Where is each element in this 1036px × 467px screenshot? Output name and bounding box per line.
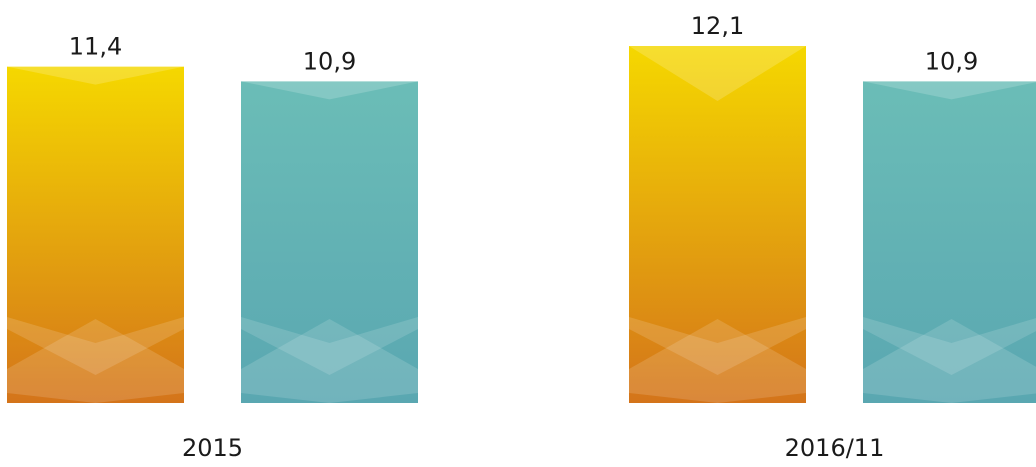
bar-decoration-band [241, 317, 418, 375]
category-label-1: 2016/11 [785, 434, 885, 462]
value-labels-group: 11,4 10,9 12,1 10,9 [69, 12, 978, 75]
bar-decoration-band [629, 317, 806, 375]
category-label-0: 2015 [182, 434, 243, 462]
bar-1-0 [629, 46, 806, 403]
bar-decoration-top [241, 81, 418, 100]
value-label-1-0: 12,1 [691, 12, 744, 40]
bar-decoration-band [863, 319, 1036, 403]
bar-fill [7, 66, 184, 403]
bar-decoration-band [629, 319, 806, 403]
value-label-0-0: 11,4 [69, 33, 122, 61]
bar-decoration-top [863, 81, 1036, 100]
bar-fill [629, 46, 806, 403]
bar-decoration-band [863, 317, 1036, 375]
bar-decoration-top [7, 66, 184, 85]
bar-0-0 [7, 66, 184, 403]
bars-group [7, 46, 1036, 403]
bar-decoration-band [241, 319, 418, 403]
category-labels-group: 2015 2016/11 [182, 434, 884, 462]
bar-fill [863, 81, 1036, 403]
bar-decoration-top [629, 46, 806, 101]
bar-decoration-band [7, 317, 184, 375]
value-label-1-1: 10,9 [925, 47, 978, 75]
bar-1-1 [863, 81, 1036, 403]
value-label-0-1: 10,9 [303, 47, 356, 75]
bar-0-1 [241, 81, 418, 403]
bar-fill [241, 81, 418, 403]
bar-decoration-band [7, 319, 184, 403]
